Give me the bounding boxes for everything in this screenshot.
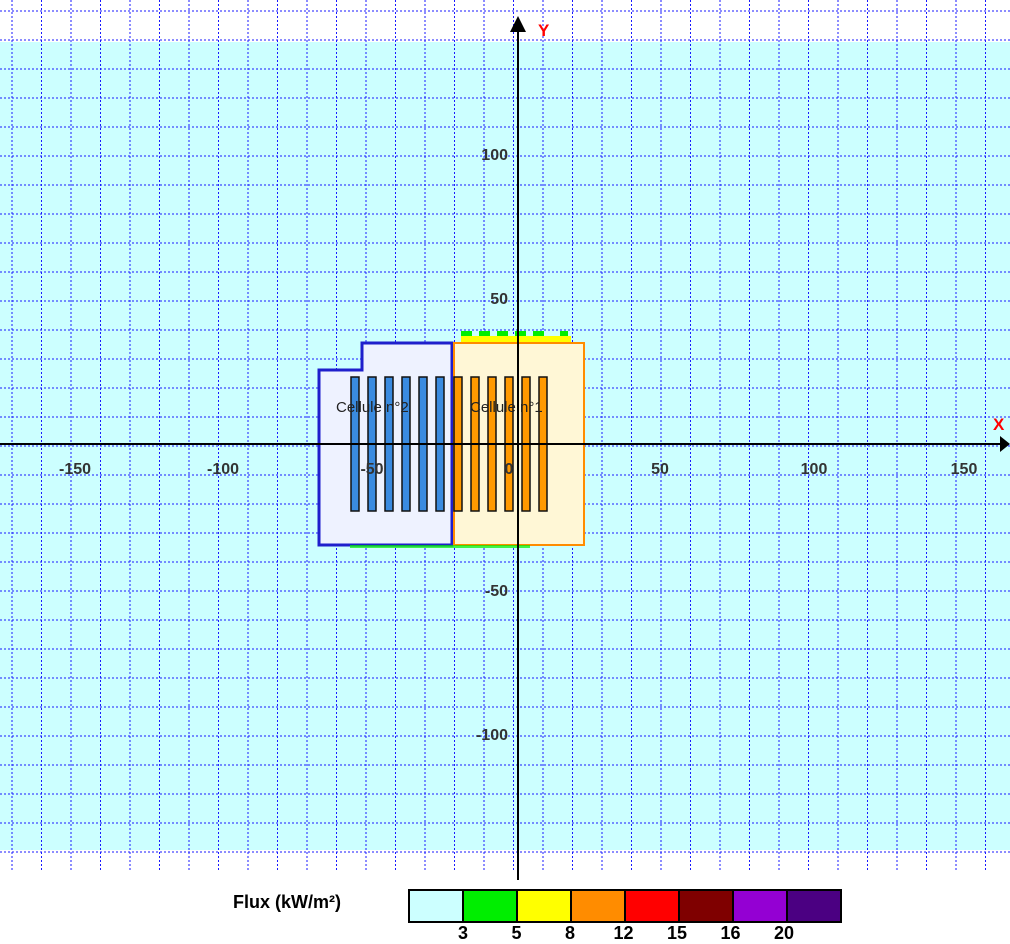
legend-swatch <box>626 891 680 921</box>
flux-map-plot: Cellule n°2 Cellule n°1 Y X -150 -100 -5… <box>0 0 1010 880</box>
y-tick-label: -50 <box>485 583 508 600</box>
legend-tick-label: 12 <box>613 923 634 943</box>
x-tick-label: -50 <box>360 461 383 478</box>
flux-fringe-top <box>461 331 571 342</box>
legend-color-bar <box>408 889 842 923</box>
legend-title: Flux (kW/m²) <box>233 892 341 912</box>
legend-tick-label: 8 <box>564 923 576 943</box>
y-tick-label: -100 <box>476 727 508 744</box>
x-tick-label: -150 <box>59 461 91 478</box>
y-tick-label: 50 <box>490 291 508 308</box>
legend-tick-label: 15 <box>666 923 688 943</box>
x-tick-label: 0 <box>505 461 514 478</box>
x-tick-label: 150 <box>951 461 978 478</box>
legend-tick-label: 3 <box>457 923 469 943</box>
grid-lines <box>0 0 1010 870</box>
legend-swatch <box>410 891 464 921</box>
flux-legend: Flux (kW/m²) 3 5 8 12 15 16 20 <box>0 880 1010 943</box>
legend-swatch <box>680 891 734 921</box>
y-axis-arrow <box>510 16 526 32</box>
legend-swatch <box>734 891 788 921</box>
legend-swatch <box>518 891 572 921</box>
legend-tick-label: 16 <box>720 923 741 943</box>
flux-fringe-bottom <box>350 545 530 548</box>
x-tick-label: 100 <box>801 461 828 478</box>
legend-tick-label: 5 <box>511 923 522 943</box>
y-axis-name: Y <box>538 21 550 40</box>
cell-2-label: Cellule n°2 <box>336 399 409 416</box>
axis-ticks: -150 -100 -50 0 50 100 150 100 50 -50 -1… <box>59 147 977 744</box>
legend-swatch <box>788 891 840 921</box>
x-tick-label: -100 <box>207 461 239 478</box>
legend-swatch <box>464 891 518 921</box>
legend-swatch <box>572 891 626 921</box>
cell-1-label: Cellule n°1 <box>470 399 543 416</box>
legend-tick-label: 20 <box>773 923 795 943</box>
x-axis-name: X <box>993 415 1005 434</box>
y-tick-label: 100 <box>481 147 508 164</box>
x-tick-label: 50 <box>651 461 669 478</box>
x-axis-arrow <box>1000 436 1010 452</box>
